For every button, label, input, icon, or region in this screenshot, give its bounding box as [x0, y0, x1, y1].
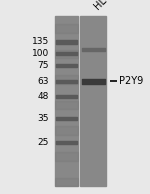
Text: 48: 48	[37, 92, 49, 101]
Bar	[55, 169, 78, 178]
Bar	[55, 135, 78, 144]
Text: 35: 35	[37, 114, 49, 123]
Bar	[55, 16, 78, 24]
Bar	[55, 109, 78, 118]
Bar	[80, 16, 106, 186]
Bar	[55, 16, 78, 186]
Bar	[55, 101, 78, 109]
Bar	[55, 144, 78, 152]
Text: 25: 25	[37, 138, 49, 147]
Bar	[55, 84, 78, 92]
Bar	[55, 161, 78, 169]
Bar	[55, 24, 78, 33]
Bar	[55, 50, 78, 58]
Text: 63: 63	[37, 77, 49, 86]
Bar	[55, 118, 78, 126]
Bar	[55, 92, 78, 101]
Text: P2Y9: P2Y9	[118, 76, 143, 86]
Bar	[55, 41, 78, 50]
Bar	[55, 67, 78, 75]
Text: HL-60: HL-60	[92, 0, 119, 12]
Bar	[55, 58, 78, 67]
Text: 100: 100	[32, 49, 49, 58]
Bar	[55, 126, 78, 135]
Bar	[55, 178, 78, 186]
Bar	[55, 33, 78, 41]
Bar	[55, 152, 78, 161]
Text: 75: 75	[37, 61, 49, 70]
Bar	[55, 75, 78, 84]
Text: 135: 135	[32, 37, 49, 47]
